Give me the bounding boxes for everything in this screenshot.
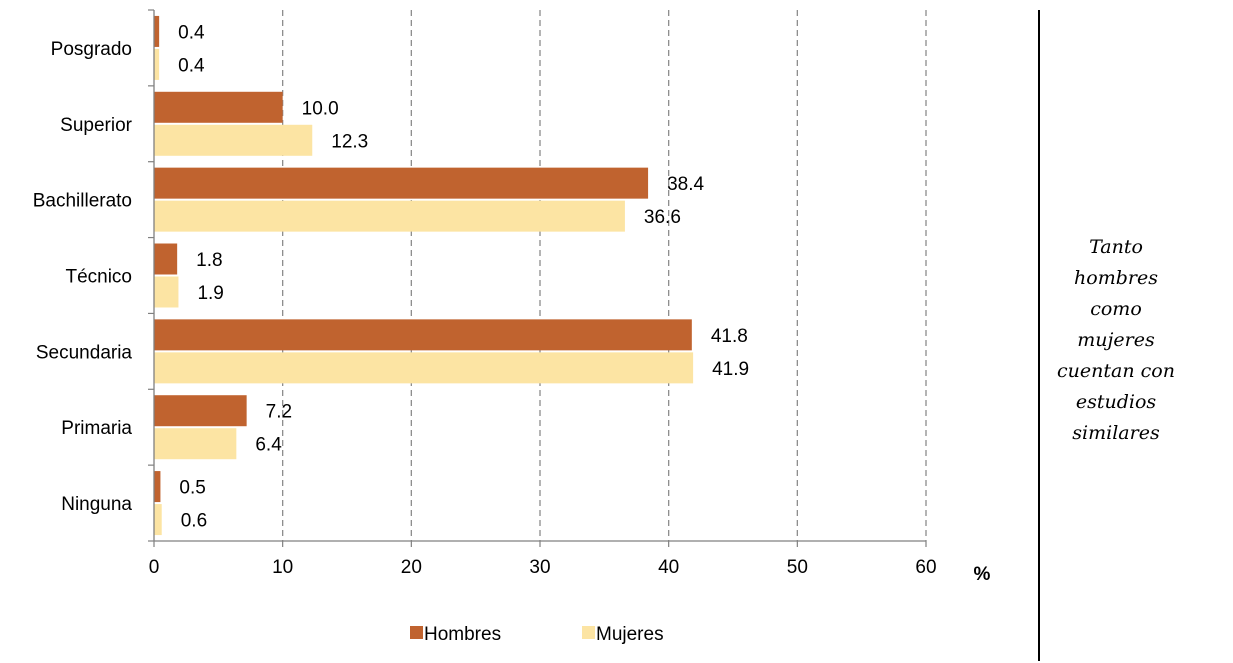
data-label: 38.4	[667, 174, 704, 195]
data-label: 41.9	[712, 359, 749, 380]
x-tick-label: 50	[787, 557, 808, 578]
data-label: 41.8	[711, 326, 748, 347]
data-label: 0.5	[179, 478, 205, 499]
category-label-posgrado: Posgrado	[51, 39, 132, 60]
bar-hombres-ninguna	[154, 471, 161, 503]
x-tick-label: 40	[658, 557, 679, 578]
bar-hombres-secundaria	[154, 319, 692, 351]
x-tick-label: 30	[529, 557, 550, 578]
legend-label-mujeres: Mujeres	[596, 624, 664, 645]
bar-mujeres-tecnico	[154, 276, 179, 308]
data-label: 0.4	[178, 22, 205, 43]
bar-hombres-superior	[154, 91, 283, 123]
bar-mujeres-posgrado	[154, 48, 160, 80]
category-label-primaria: Primaria	[61, 418, 132, 439]
bar-mujeres-superior	[154, 124, 313, 156]
data-label: 0.6	[181, 511, 207, 532]
data-label: 7.2	[266, 402, 292, 423]
side-note: Tanto hombres como mujeres cuentan con e…	[1057, 236, 1175, 444]
category-label-bachillerato: Bachillerato	[33, 191, 132, 212]
bar-mujeres-secundaria	[154, 352, 694, 384]
bar-mujeres-ninguna	[154, 504, 162, 536]
bar-hombres-tecnico	[154, 243, 178, 275]
bar-hombres-posgrado	[154, 15, 160, 47]
x-tick-label: 0	[149, 557, 160, 578]
category-label-secundaria: Secundaria	[36, 342, 133, 363]
data-label: 12.3	[331, 131, 368, 152]
legend-label-hombres: Hombres	[424, 624, 501, 645]
legend-swatch-mujeres	[582, 626, 595, 639]
x-axis-label: %	[974, 564, 991, 585]
bar-hombres-bachillerato	[154, 167, 649, 199]
education-bar-chart: 0 10 20 30 40 50 60 % Posgrado Superior Bachillera…	[33, 9, 991, 645]
category-label-tecnico: Técnico	[65, 267, 132, 288]
data-label: 36.6	[644, 207, 681, 228]
data-label: 1.8	[196, 250, 222, 271]
data-label: 1.9	[197, 283, 223, 304]
legend-swatch-hombres	[410, 626, 423, 639]
labels: 0.4 0.4 10.0 12.3 38.4 36.6 1.8 1.9 41.8 41.9 7.2 6…	[178, 22, 749, 531]
category-label-superior: Superior	[60, 115, 132, 136]
x-tick-label: 60	[915, 557, 936, 578]
axes: 0 10 20 30 40 50 60 % Posgrado Superior Bachillera…	[33, 9, 991, 585]
gridlines	[282, 10, 927, 541]
data-label: 0.4	[178, 55, 205, 76]
bar-mujeres-bachillerato	[154, 200, 625, 232]
x-tick-label: 20	[401, 557, 422, 578]
x-tick-label: 10	[272, 557, 293, 578]
bar-hombres-primaria	[154, 395, 247, 427]
data-label: 6.4	[255, 435, 282, 456]
bars	[154, 15, 694, 536]
data-label: 10.0	[302, 98, 339, 119]
bar-mujeres-primaria	[154, 428, 237, 460]
legend: Hombres Mujeres	[410, 624, 664, 645]
category-label-ninguna: Ninguna	[61, 494, 132, 515]
side-divider	[1038, 10, 1040, 661]
